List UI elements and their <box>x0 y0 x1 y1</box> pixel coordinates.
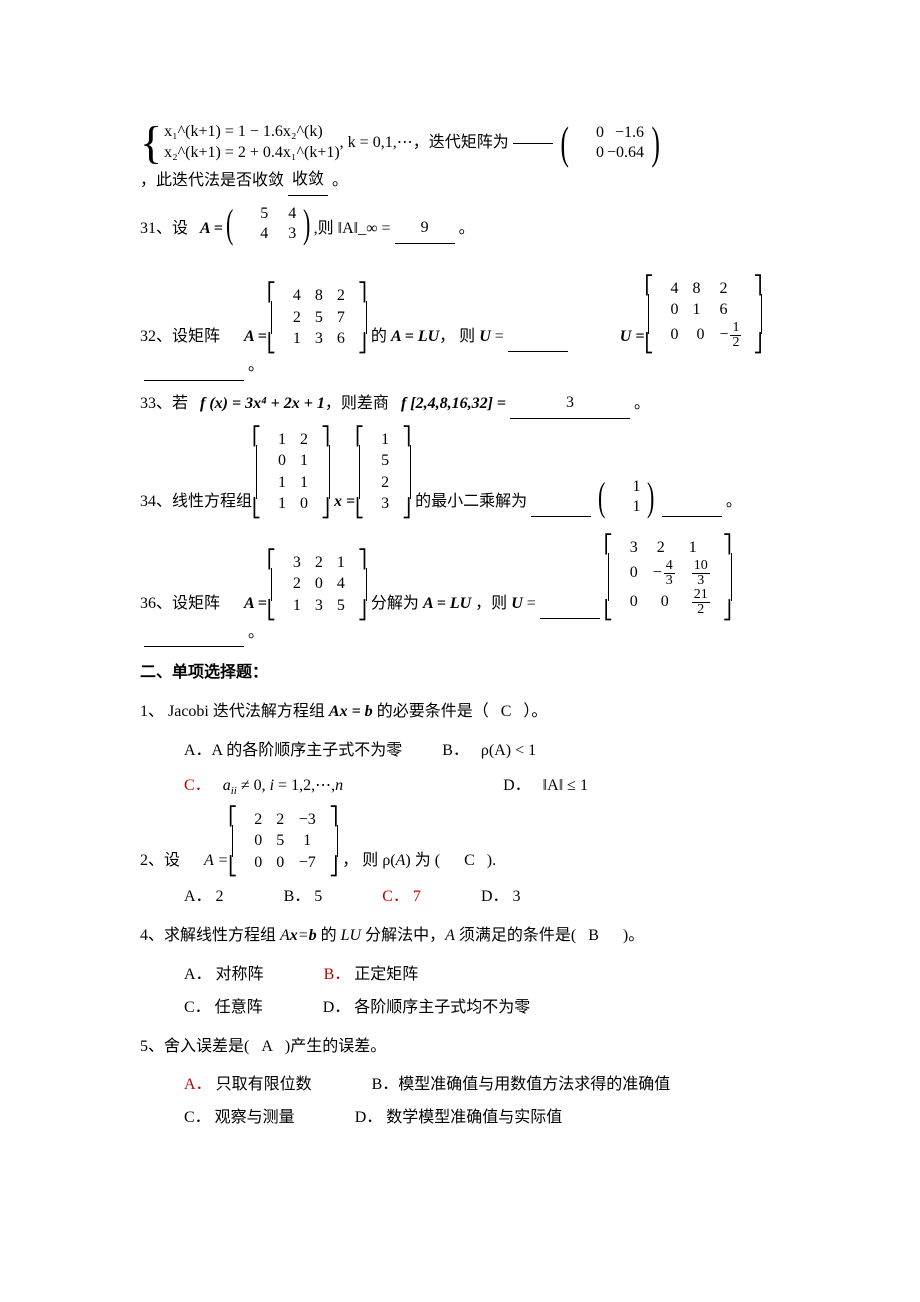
q31-answer: 9 <box>395 214 455 244</box>
mc2-A: 22−3 051 00−7 <box>228 807 342 876</box>
q30-row: { x₁^(k+1) = 1 − 1.6x₂^(k) x₂^(k+1) = 2 … <box>140 120 800 196</box>
q31-suffix: 。 <box>459 215 475 244</box>
q30-answer: 收敛 <box>288 166 328 196</box>
q33-answer: 3 <box>510 389 630 419</box>
q36-prefix: 36、设矩阵 <box>140 590 220 619</box>
q36-blank2 <box>144 646 244 647</box>
mc2-prefix: 2、设 <box>140 847 180 876</box>
mc1: 1、 Jacobi 迭代法解方程组 Ax = b 的必要条件是（ C ）。 <box>140 698 800 727</box>
mc1-stem-post: 的必要条件是（ <box>373 703 489 720</box>
mc5-stem: 5、舍入误差是( <box>140 1038 249 1055</box>
q32-mid: 的 A = LU， 则 U = <box>371 323 504 352</box>
mc1-B: B．ρ(A) < 1 <box>442 737 536 766</box>
mc1-A: A．A 的各阶顺序主子式不为零 <box>184 737 402 766</box>
q31-prefix: 31、设 <box>140 215 188 244</box>
mc1-stem-pre: 1、 Jacobi 迭代法解方程组 <box>140 703 329 720</box>
q31-row: 31、设 A = ( 54 43 ) ,则 ‖A‖_∞ = 9 。 <box>140 204 800 244</box>
q34-blank1 <box>531 516 591 517</box>
q31-norm: ,则 ‖A‖_∞ = <box>314 215 391 244</box>
mc2-A-label: A = <box>204 847 228 876</box>
q30-system: { x₁^(k+1) = 1 − 1.6x₂^(k) x₂^(k+1) = 2 … <box>140 120 340 166</box>
q30-k: , k = 0,1,⋯ <box>340 129 413 158</box>
q33-dd: f [2,4,8,16,32] = <box>401 390 506 419</box>
q30-tail1: ，此迭代法是否收敛 <box>140 167 284 196</box>
mc2-C-opt: C． 7 <box>382 883 421 912</box>
q33-fx: f (x) = 3x⁴ + 2x + 1 <box>200 390 325 419</box>
q32-row: 32、设矩阵 A = 482 257 136 的 A = LU， 则 U = U… <box>140 276 800 381</box>
q33-prefix: 33、若 <box>140 390 188 419</box>
q36-blank <box>540 618 600 619</box>
q31-A-label: A = <box>200 215 223 244</box>
q34-row: 34、线性方程组 12 01 11 10 x = 1 5 2 3 的最小二乘解为 <box>140 427 800 517</box>
mc1-answer: C <box>501 703 512 720</box>
q33-row: 33、若 f (x) = 3x⁴ + 2x + 1 ，则差商 f [2,4,8,… <box>140 389 800 419</box>
mc2: 2、设 A = 22−3 051 00−7 ， 则 ρ(A) 为 (C). <box>140 807 800 876</box>
q32-blank <box>508 351 568 352</box>
q32-A: 482 257 136 <box>267 283 371 352</box>
mc2-mid: ， 则 ρ(A) 为 (C). <box>342 847 496 876</box>
mc5-close: )产生的误差。 <box>285 1038 386 1055</box>
q34-A: 12 01 11 10 <box>252 427 334 517</box>
q36-suffix: 。 <box>248 619 264 648</box>
q33-suffix: 。 <box>634 390 650 419</box>
mc5-C: C． 观察与测量 <box>184 1104 295 1133</box>
mc4-opts-row1: A． 对称阵 B． 正定矩阵 <box>140 961 800 990</box>
mc5-answer: A <box>261 1038 273 1055</box>
q32-suffix: 。 <box>248 352 264 381</box>
mc1-D: D．‖A‖ ≤ 1 <box>503 772 588 801</box>
brace-icon: { <box>140 120 162 166</box>
mc2-B-opt: B． 5 <box>284 883 323 912</box>
mc1-eq: Ax = b <box>329 703 373 720</box>
mc4-A: A． 对称阵 <box>184 961 264 990</box>
q36-A-label: A = <box>244 590 267 619</box>
q36-mid: 分解为 A = LU ，则 U = <box>371 590 536 619</box>
q32-A-label: A = <box>244 323 267 352</box>
mc1-C: C．aii ≠ 0, i = 1,2,⋯,n <box>184 772 343 801</box>
q32-U-label: U = <box>620 323 645 352</box>
q34-prefix: 34、线性方程组 <box>140 488 252 517</box>
mc2-A-opt: A． 2 <box>184 883 224 912</box>
mc1-close: ）。 <box>523 703 547 720</box>
mc5-D: D． 数学模型准确值与实际值 <box>355 1104 563 1133</box>
mc4-stem: 4、求解线性方程组 Ax=b 的 LU 分解法中，A 须满足的条件是(B)。 <box>140 927 644 944</box>
mc2-D-opt: D． 3 <box>481 883 521 912</box>
q30-tail2: 。 <box>332 167 348 196</box>
q30-line1: x₁^(k+1) = 1 − 1.6x₂^(k) <box>164 122 340 143</box>
q30-blank1 <box>513 143 553 144</box>
mc4-B: B． 正定矩阵 <box>324 961 419 990</box>
mc4-opts-row2: C． 任意阵 D． 各阶顺序主子式均不为零 <box>140 994 800 1023</box>
q30-line2: x₂^(k+1) = 2 + 0.4x₁^(k+1) <box>164 143 340 164</box>
q30-matrix: ( 0−1.6 0−0.64 ) <box>557 123 664 163</box>
q32-prefix: 32、设矩阵 <box>140 323 220 352</box>
q34-suffix: 。 <box>726 488 742 517</box>
mc1-opts-row1: A．A 的各阶顺序主子式不为零 B．ρ(A) < 1 <box>140 737 800 766</box>
section2-title: 二、单项选择题： <box>140 659 800 688</box>
mc5-opts-row2: C． 观察与测量 D． 数学模型准确值与实际值 <box>140 1104 800 1133</box>
q32-blank2 <box>144 380 244 381</box>
q34-x-label: x = <box>334 488 355 517</box>
q32-U: 482 016 0 0 −12 <box>644 276 766 352</box>
q31-A: ( 54 43 ) <box>223 204 314 244</box>
q34-ans: ( 1 1 ) <box>595 477 658 517</box>
q30-mid: ，迭代矩阵为 <box>413 129 509 158</box>
mc5-opts-row1: A． 只取有限位数 B．模型准确值与用数值方法求得的准确值 <box>140 1071 800 1100</box>
q34-blank2 <box>662 516 722 517</box>
mc5-A: A． 只取有限位数 <box>184 1071 312 1100</box>
mc4-D: D． 各阶顺序主子式均不为零 <box>323 994 531 1023</box>
q36-A: 321 204 135 <box>267 550 371 619</box>
mc2-opts: A． 2 B． 5 C． 7 D． 3 <box>140 883 800 912</box>
page: { x₁^(k+1) = 1 − 1.6x₂^(k) x₂^(k+1) = 2 … <box>0 0 920 1197</box>
mc5: 5、舍入误差是( A )产生的误差。 <box>140 1033 800 1062</box>
q33-mid: ，则差商 <box>325 390 389 419</box>
q34-mid: 的最小二乘解为 <box>415 488 527 517</box>
mc4: 4、求解线性方程组 Ax=b 的 LU 分解法中，A 须满足的条件是(B)。 <box>140 922 800 951</box>
q34-b: 1 5 2 3 <box>355 427 415 517</box>
q36-U: 321 0 −43 103 0 0 212 <box>604 535 736 619</box>
q36-row: 36、设矩阵 A = 321 204 135 分解为 A = LU ，则 U =… <box>140 535 800 647</box>
mc1-opts-row2: C．aii ≠ 0, i = 1,2,⋯,n D．‖A‖ ≤ 1 <box>140 772 800 801</box>
mc5-B: B．模型准确值与用数值方法求得的准确值 <box>372 1071 671 1100</box>
mc4-C: C． 任意阵 <box>184 994 263 1023</box>
